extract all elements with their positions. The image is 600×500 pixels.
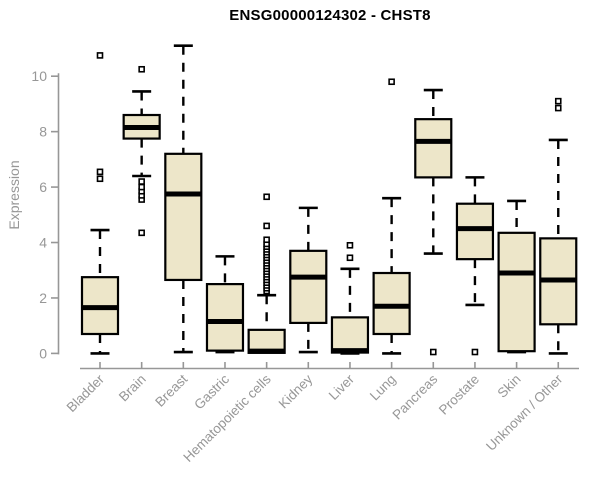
outlier-pancreas xyxy=(429,348,437,356)
y-tick-label: 0 xyxy=(39,345,47,361)
outlier-lung xyxy=(388,78,395,86)
y-tick-label: 4 xyxy=(39,235,47,251)
chart-title: ENSG00000124302 - CHST8 xyxy=(229,7,431,24)
box-skin xyxy=(497,231,536,353)
x-tick-label-bladder: Bladder xyxy=(64,371,108,415)
box-kidney xyxy=(289,249,328,325)
x-tick-label-brain: Brain xyxy=(116,372,149,405)
outlier-unknown-other xyxy=(554,104,562,112)
x-tick-label-liver: Liver xyxy=(326,371,358,403)
outlier-brain xyxy=(138,229,145,237)
outlier-bladder xyxy=(96,175,104,183)
outlier-hematopoietic-cells xyxy=(263,236,270,244)
x-tick-label-breast: Breast xyxy=(152,371,190,409)
y-tick-label: 6 xyxy=(39,179,47,195)
y-tick-label: 2 xyxy=(39,290,47,306)
outlier-bladder xyxy=(96,168,104,176)
outlier-liver xyxy=(346,241,354,249)
x-tick-label-lung: Lung xyxy=(367,372,399,404)
box-pancreas xyxy=(414,118,453,179)
x-tick-label-unknown-other: Unknown / Other xyxy=(483,371,566,454)
outlier-hematopoietic-cells xyxy=(263,193,270,201)
x-tick-label-prostate: Prostate xyxy=(436,372,482,418)
box-liver xyxy=(330,316,370,354)
x-tick-label-pancreas: Pancreas xyxy=(389,371,440,422)
box-prostate xyxy=(455,202,495,261)
outlier-brain xyxy=(138,183,145,191)
outlier-brain xyxy=(138,178,145,185)
x-tick-label-skin: Skin xyxy=(495,372,524,401)
outlier-unknown-other xyxy=(554,97,562,105)
y-axis-label: Expression xyxy=(6,160,22,230)
box-lung xyxy=(372,271,411,336)
outlier-prostate xyxy=(471,348,479,356)
outlier-bladder xyxy=(96,52,104,59)
x-tick-label-gastric: Gastric xyxy=(191,371,232,412)
outlier-brain xyxy=(138,65,145,73)
y-tick-label: 10 xyxy=(31,68,47,84)
x-tick-label-kidney: Kidney xyxy=(276,371,316,411)
outlier-hematopoietic-cells xyxy=(263,222,270,230)
box-gastric xyxy=(205,283,245,352)
y-tick-label: 8 xyxy=(39,124,47,140)
box-breast xyxy=(164,152,203,282)
outlier-liver xyxy=(346,254,354,262)
